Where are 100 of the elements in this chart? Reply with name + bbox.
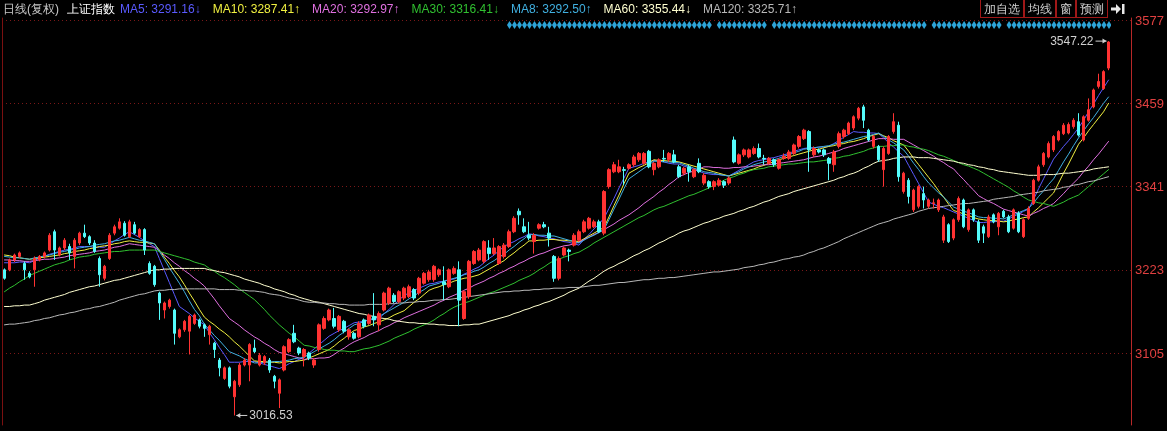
candlestick [8, 258, 11, 272]
annotation: 3547.22 [1050, 34, 1094, 49]
candlestick [367, 313, 371, 326]
candlestick [727, 176, 731, 186]
candlestick [292, 324, 296, 344]
text: 加自选 [980, 0, 1024, 18]
candlestick [43, 250, 46, 260]
candlestick [1052, 134, 1055, 153]
candlestick [123, 220, 126, 238]
candlestick [312, 357, 316, 369]
candlestick [98, 255, 101, 288]
candlestick [168, 298, 171, 310]
text: 均线 [1024, 0, 1056, 18]
candlestick [38, 254, 41, 262]
candlestick [118, 217, 121, 231]
text: 预测 [1076, 0, 1108, 18]
candlestick [647, 149, 651, 169]
candlestick [163, 301, 166, 319]
candlestick [812, 145, 816, 158]
candlestick [947, 222, 950, 244]
candlestick [1077, 112, 1080, 137]
candlestick [263, 354, 266, 366]
candlestick [188, 314, 191, 355]
candlestick [412, 287, 416, 301]
candlestick [957, 195, 960, 223]
candlestick [342, 319, 346, 334]
candlestick [932, 198, 935, 209]
candlestick [532, 232, 536, 255]
candlestick [372, 292, 376, 327]
candlestick [238, 362, 241, 388]
candlestick [537, 222, 541, 231]
candlestick [767, 156, 771, 166]
chart-subtitle: 上证指数 [67, 2, 115, 16]
candlestick [667, 151, 671, 163]
candlestick [692, 167, 696, 179]
candlestick [972, 207, 975, 223]
candlestick [917, 184, 920, 209]
candlestick [78, 231, 81, 246]
candlestick [228, 365, 231, 389]
candlestick [58, 246, 61, 257]
candlestick [937, 198, 940, 213]
candlestick [153, 264, 156, 288]
candlestick [987, 214, 990, 239]
candlestick [53, 229, 56, 261]
candlestick [148, 260, 151, 276]
candlestick [248, 342, 251, 382]
candlestick [672, 149, 676, 164]
candlestick [887, 134, 890, 156]
candlestick [882, 145, 885, 188]
candlestick [3, 267, 6, 281]
candlestick [1047, 140, 1050, 159]
candlestick [762, 154, 766, 166]
candlestick [268, 357, 271, 374]
candlestick [158, 291, 161, 321]
candlestick [597, 219, 601, 234]
candlestick [33, 255, 36, 288]
candlestick [562, 246, 566, 257]
candlestick [337, 314, 341, 333]
candlestick [1092, 88, 1095, 109]
candlestick [347, 327, 351, 341]
candlestick [1102, 69, 1105, 91]
candlestick [862, 104, 865, 129]
candlestick [952, 217, 955, 241]
candlestick [732, 136, 736, 164]
candlestick [138, 227, 141, 239]
candlestick [1012, 207, 1015, 231]
candlestick [208, 324, 211, 346]
candlestick [1067, 121, 1070, 135]
candlestick [357, 320, 361, 339]
candlestick [1097, 73, 1100, 90]
candlestick [1062, 122, 1065, 136]
candlestick [922, 186, 925, 209]
candlestick [602, 189, 606, 236]
candlestick [183, 319, 186, 333]
y-tick-label: 3105 [1135, 345, 1164, 361]
candlestick [377, 310, 381, 332]
candlestick [997, 211, 1000, 236]
candlestick [527, 221, 531, 241]
candlestick [557, 255, 561, 281]
candlestick [1017, 210, 1020, 234]
candlestick [567, 248, 571, 262]
candlestick [962, 198, 965, 229]
candlestick [23, 260, 26, 281]
candlestick [967, 207, 970, 233]
candlestick [777, 157, 781, 171]
candlestick [233, 379, 236, 416]
chart-title: 日线(复权) [3, 2, 59, 16]
candlestick [522, 217, 526, 234]
candlestick [392, 292, 396, 304]
candlestick [907, 177, 910, 205]
candlestick [218, 357, 221, 377]
candlestick [457, 260, 461, 327]
text: 窗 [1056, 0, 1076, 18]
candlestick [93, 239, 96, 254]
candlestick [68, 243, 71, 261]
candlestick [897, 121, 900, 183]
candlestick [722, 179, 726, 189]
candlestick [912, 188, 915, 213]
candlestick [1072, 117, 1075, 130]
candlestick [682, 166, 686, 176]
